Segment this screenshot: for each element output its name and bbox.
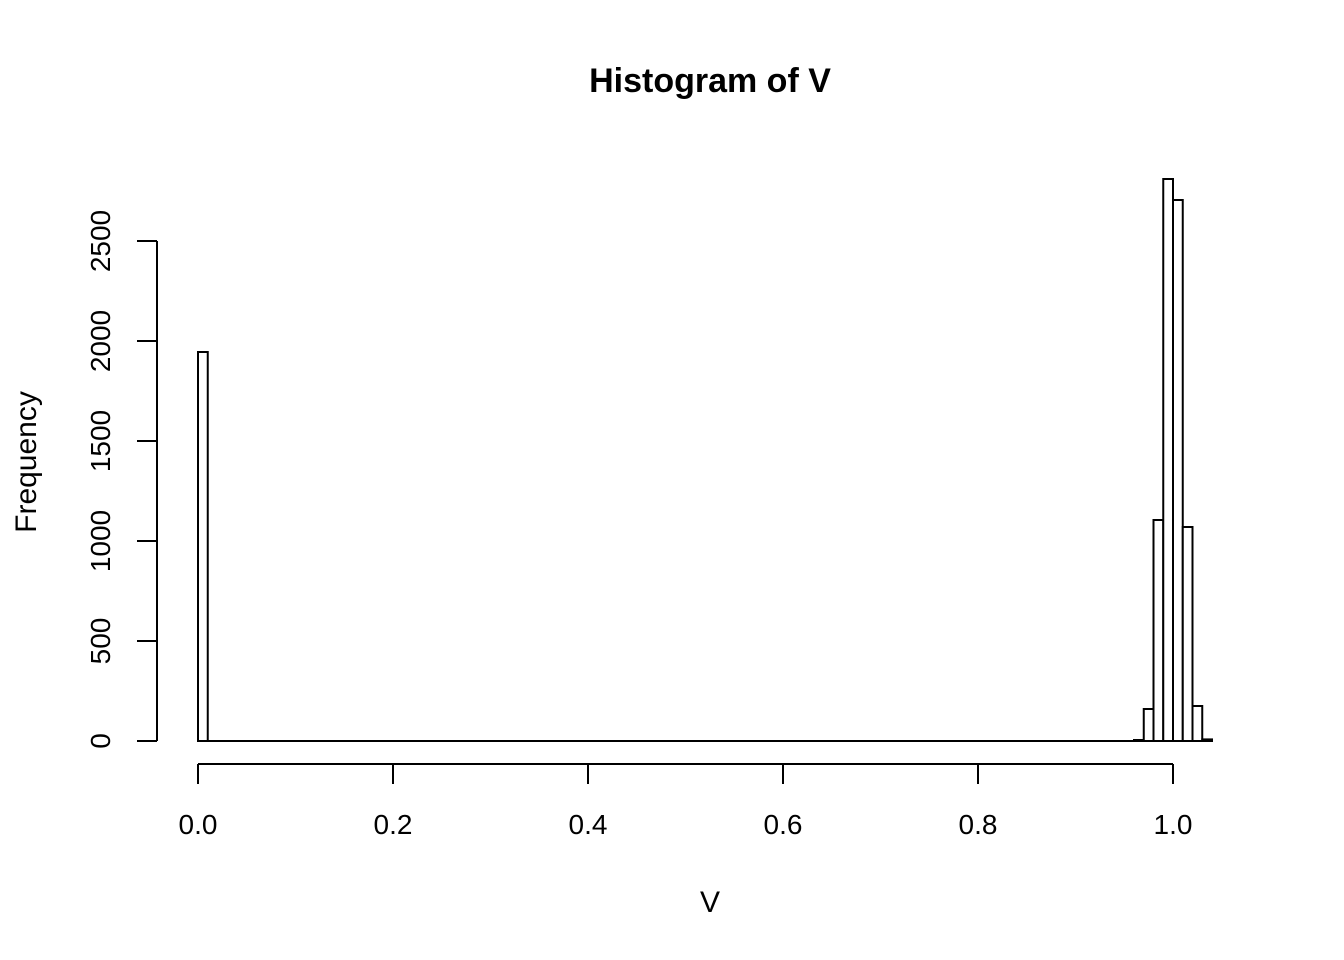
chart-title: Histogram of V <box>589 62 831 100</box>
x-tick-label-2: 0.4 <box>569 809 608 840</box>
y-tick-label-5: 2500 <box>85 210 116 272</box>
x-tick-label-1: 0.2 <box>374 809 413 840</box>
x-tick-label-4: 0.8 <box>959 809 998 840</box>
y-tick-label-1: 500 <box>85 618 116 665</box>
y-tick-label-3: 1500 <box>85 410 116 472</box>
x-tick-label-3: 0.6 <box>764 809 803 840</box>
y-tick-label-2: 1000 <box>85 510 116 572</box>
y-tick-label-4: 2000 <box>85 310 116 372</box>
x-axis-label: V <box>700 886 720 919</box>
histogram-bar-6 <box>1181 526 1194 742</box>
bars-group <box>197 178 1213 743</box>
y-tick-label-0: 0 <box>85 733 116 749</box>
histogram-bar-3 <box>1152 519 1165 742</box>
histogram-bar-0 <box>197 351 209 742</box>
x-tick-label-0: 0.0 <box>179 809 218 840</box>
x-tick-label-5: 1.0 <box>1154 809 1193 840</box>
histogram-bar-5 <box>1172 199 1184 742</box>
x-axis: 0.0 0.2 0.4 0.6 0.8 1.0 <box>179 763 1193 840</box>
histogram-bar-2 <box>1142 708 1155 742</box>
y-axis-label: Frequency <box>10 391 43 533</box>
y-axis: 0 500 1000 1500 2000 2500 <box>85 210 158 749</box>
histogram-bar-4 <box>1162 178 1174 742</box>
histogram-bar-7 <box>1191 705 1204 742</box>
